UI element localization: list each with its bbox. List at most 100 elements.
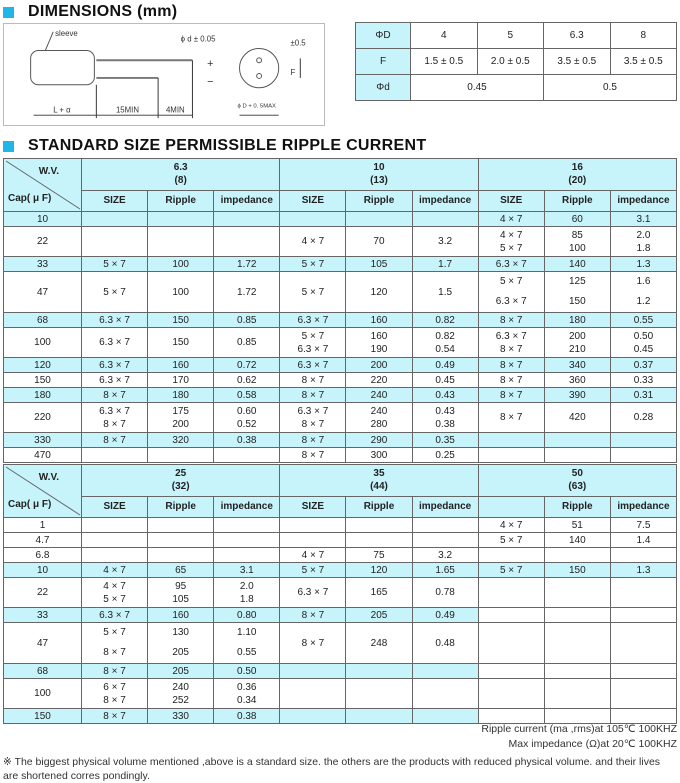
table-row: 10 4 × 7 65 3.1 5 × 7 120 1.65 5 × 7 150 1.3 [3, 562, 678, 578]
impedance-cell: 0.58 [213, 387, 281, 403]
ripple-cell [543, 577, 611, 608]
impedance-cell: 3.2 [411, 226, 479, 257]
table-row: 4.7 5 × 7 140 1.4 [3, 532, 678, 548]
impedance-cell [609, 622, 678, 664]
impedance-cell: 0.72 [213, 357, 281, 373]
size-cell: 6.3 × 7 [279, 577, 347, 608]
impedance-cell: 0.37 [609, 357, 678, 373]
wv-header-row: W.V. Cap( μ F) 6.3 (8) 10 (13) 16 (20) [3, 158, 678, 212]
ripple-cell [147, 226, 215, 257]
column-header: impedance [213, 495, 281, 519]
impedance-cell: 0.78 [411, 577, 479, 608]
ripple-cell: 200 [345, 357, 413, 373]
section-marker-icon [3, 140, 14, 152]
capacitance-cell: 150 [3, 708, 82, 724]
size-cell [279, 678, 347, 709]
dims-cell: 5 [476, 22, 544, 49]
capacitance-cell: 22 [3, 577, 82, 608]
ripple-cell: 180 [543, 312, 611, 328]
size-cell: 6.3 × 7 [279, 312, 347, 328]
table-row: 68 6.3 × 7 150 0.85 6.3 × 7 160 0.82 8 × 7 180 0.… [3, 312, 678, 328]
size-cell [477, 447, 545, 463]
ripple-cell: 205 [147, 663, 215, 679]
table-row: 330 8 × 7 320 0.38 8 × 7 290 0.35 [3, 432, 678, 448]
impedance-cell [411, 211, 479, 227]
size-cell [279, 517, 347, 533]
size-cell [477, 663, 545, 679]
impedance-cell: 0.85 [213, 312, 281, 328]
ripple-cell: 160 190 [345, 327, 413, 358]
size-cell [477, 577, 545, 608]
impedance-cell: 0.60 0.52 [213, 402, 281, 433]
ripple-cell: 100 [147, 256, 215, 272]
impedance-cell: 1.4 [609, 532, 678, 548]
corner-cell: W.V. Cap( μ F) [3, 464, 82, 518]
capacitance-cell: 33 [3, 607, 82, 623]
column-header: SIZE [477, 189, 545, 213]
size-cell: 5 × 7 [477, 532, 545, 548]
ripple-cell: 95 105 [147, 577, 215, 608]
ripple-cell: 240 280 [345, 402, 413, 433]
impedance-cell [411, 517, 479, 533]
column-header: impedance [213, 189, 281, 213]
size-cell: 8 × 7 [279, 372, 347, 388]
size-cell: 5 × 7 [477, 562, 545, 578]
impedance-cell: 0.62 [213, 372, 281, 388]
table-row: 100 6.3 × 7 150 0.85 5 × 7 6.3 × 7 160 190 0.8… [3, 327, 678, 358]
ripple-cell: 200 210 [543, 327, 611, 358]
test-conditions: Ripple current (ma ,rms)at 105℃ 100KHZ M… [481, 722, 677, 752]
size-cell: 6.3 × 7 [477, 256, 545, 272]
impedance-cell [213, 211, 281, 227]
svg-text:ϕ D + 0. 5MAX: ϕ D + 0. 5MAX [238, 103, 276, 109]
column-header: impedance [609, 189, 678, 213]
ripple-cell: 160 [147, 607, 215, 623]
ripple-cell: 60 [543, 211, 611, 227]
column-header: impedance [609, 495, 678, 519]
impedance-cell: 1.3 [609, 256, 678, 272]
size-cell: 5 × 7 [279, 256, 347, 272]
capacitance-cell: 100 [3, 678, 82, 709]
ripple-cell [345, 532, 413, 548]
ripple-cell [345, 211, 413, 227]
size-cell [80, 447, 149, 463]
size-cell [279, 663, 347, 679]
impedance-cell: 2.0 1.8 [609, 226, 678, 257]
capacitance-cell: 100 [3, 327, 82, 358]
dims-cell: 8 [609, 22, 677, 49]
ripple-cell: 220 [345, 372, 413, 388]
capacitance-cell: 47 [3, 622, 82, 664]
table-row: 150 6.3 × 7 170 0.62 8 × 7 220 0.45 8 × 7 360 0.3… [3, 372, 678, 388]
size-cell [477, 547, 545, 563]
column-header: Ripple [345, 495, 413, 519]
voltage-group-header: 50 (63) [477, 464, 678, 497]
size-cell: 8 × 7 [279, 607, 347, 623]
size-cell: 6.3 × 7 8 × 7 [477, 327, 545, 358]
size-cell: 8 × 7 [279, 622, 347, 664]
dims-row-d: Φd 0.45 0.5 [355, 74, 677, 101]
capacitance-cell: 68 [3, 312, 82, 328]
size-cell [477, 678, 545, 709]
size-cell [80, 226, 149, 257]
ripple-cell: 300 [345, 447, 413, 463]
size-cell: 6.3 × 7 [80, 607, 149, 623]
dims-row-F: F 1.5 ± 0.5 2.0 ± 0.5 3.5 ± 0.5 3.5 ± 0.5 [355, 48, 677, 75]
ripple-cell [345, 708, 413, 724]
size-cell: 8 × 7 [477, 357, 545, 373]
ripple-cell [543, 678, 611, 709]
ripple-cell: 205 [345, 607, 413, 623]
ripple-cell: 100 [147, 271, 215, 313]
capacitance-cell: 10 [3, 211, 82, 227]
ripple-cell: 140 [543, 256, 611, 272]
impedance-cell: 0.45 [411, 372, 479, 388]
impedance-cell: 1.65 [411, 562, 479, 578]
impedance-cell [609, 447, 678, 463]
impedance-cell: 0.43 [411, 387, 479, 403]
impedance-cell [609, 547, 678, 563]
capacitance-cell: 33 [3, 256, 82, 272]
dims-cell: 3.5 ± 0.5 [609, 48, 677, 75]
ripple-table-low-voltage: W.V. Cap( μ F) 6.3 (8) 10 (13) 16 (20) SIZE Ri… [3, 158, 678, 463]
ripple-cell: 340 [543, 357, 611, 373]
size-cell: 6.3 × 7 [80, 327, 149, 358]
size-cell: 5 × 7 8 × 7 [80, 622, 149, 664]
svg-text:sleeve: sleeve [55, 29, 78, 38]
